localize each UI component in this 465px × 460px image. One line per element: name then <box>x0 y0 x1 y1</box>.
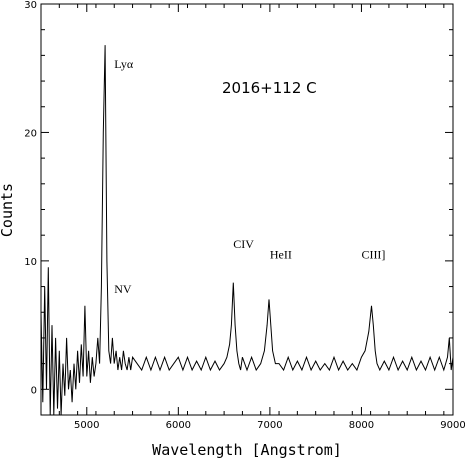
tick-labels: 5000 6000 7000 8000 9000 0 10 20 30 <box>24 0 465 431</box>
x-axis-title: Wavelength [Angstrom] <box>152 441 342 459</box>
annotation-2: CIV <box>233 237 254 251</box>
x-tick-label-0: 5000 <box>74 420 99 431</box>
y-tick-label-1: 10 <box>24 257 37 268</box>
x-tick-label-3: 8000 <box>349 420 374 431</box>
y-tick-label-2: 20 <box>24 128 37 139</box>
annotation-1: NV <box>114 282 132 296</box>
x-tick-label-1: 6000 <box>166 420 191 431</box>
x-tick-label-4: 9000 <box>440 420 465 431</box>
annotation-0: Lyα <box>114 57 134 71</box>
y-tick-label-0: 0 <box>31 385 37 396</box>
y-tick-label-3: 30 <box>24 0 37 11</box>
annotation-4: CIII] <box>361 247 385 261</box>
axis-ticks <box>40 3 454 416</box>
plot-area <box>41 45 453 415</box>
spectrum-series-line <box>41 45 453 415</box>
line-annotations: Lyα NV CIV HeII CIII] <box>114 57 385 296</box>
y-axis-title: Counts <box>0 183 16 237</box>
chart-title: 2016+112 C <box>222 79 317 97</box>
annotation-3: HeII <box>270 247 292 261</box>
x-tick-label-2: 7000 <box>257 420 282 431</box>
